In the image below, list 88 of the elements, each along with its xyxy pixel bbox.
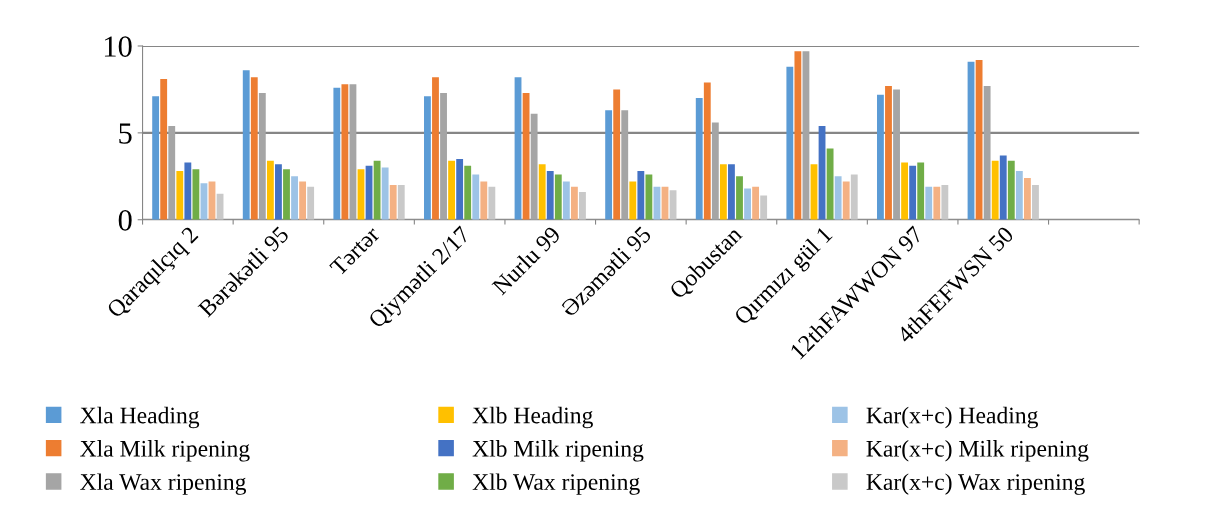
bar [893,89,900,220]
bar [850,174,858,220]
bar [579,191,586,220]
bar [440,92,447,220]
bar [1032,184,1039,220]
bar [554,174,562,220]
bar [645,174,653,220]
bar [448,160,456,220]
bar [1023,178,1031,220]
legend-label: Kar(x+c) Milk ripening [866,440,1089,462]
legend-label: Kar(x+c) Heading [866,406,1038,429]
bar [381,167,389,220]
y-tick-label: 10 [104,36,132,57]
bar [752,186,760,220]
bar [389,184,397,220]
bar [728,164,735,220]
bar [168,125,176,220]
bar [877,94,884,220]
bar [424,96,431,220]
bar [719,164,727,220]
bar [160,79,168,220]
legend-label: Xla Milk ripening [80,440,250,462]
bar [605,110,613,220]
bar [901,162,909,220]
bar [522,92,530,220]
bar [570,186,578,220]
bar [307,186,315,220]
bar [480,181,488,220]
bar [621,110,629,220]
bar [629,181,637,220]
bar [909,165,917,220]
bar [933,186,941,220]
bar [456,158,464,220]
bar [432,77,439,220]
bar [786,66,794,220]
legend-label: Xlb Heading [472,406,593,429]
bar [834,176,842,220]
bar [941,184,949,220]
bar [333,87,341,220]
bar [744,188,751,220]
bar [999,155,1007,220]
bar [711,122,719,220]
legend-label: Xlb Wax ripening [472,473,640,495]
bar [283,169,290,220]
bar [291,176,298,220]
bar [275,164,282,220]
bar [373,160,381,220]
bar [695,98,703,220]
bar [703,82,711,220]
bar [250,77,258,220]
bar [794,51,802,220]
legend-label: Xlb Milk ripening [472,440,644,462]
y-tick-label: 0 [118,210,132,231]
bar [538,164,546,220]
bar [341,84,349,220]
bar [975,59,983,220]
bar [736,176,743,220]
bar [266,160,274,220]
bar [562,181,570,220]
bar [152,96,160,220]
bar [991,160,999,220]
bar [464,165,472,220]
bar [546,171,554,220]
bar [299,181,307,220]
y-tick-label: 5 [119,123,132,144]
bar [842,181,850,220]
bar [184,162,192,220]
bar [397,184,405,220]
bar [917,162,925,220]
bar [760,195,768,220]
bar [826,148,834,220]
bar [530,113,538,220]
legend-label: Xla Heading [80,406,200,429]
bar [637,171,645,220]
bar [258,92,266,220]
bar [885,85,892,220]
bar [192,169,200,220]
legend-label: Kar(x+c) Wax ripening [866,473,1085,495]
legend-label: Xla Wax ripening [80,473,247,495]
bar [472,174,480,220]
bar [1007,160,1015,220]
bar [1015,171,1023,220]
bar [242,70,250,220]
bar [983,85,991,220]
bar [176,171,184,220]
bar [488,186,496,220]
bar [613,89,621,220]
bar [925,186,933,220]
